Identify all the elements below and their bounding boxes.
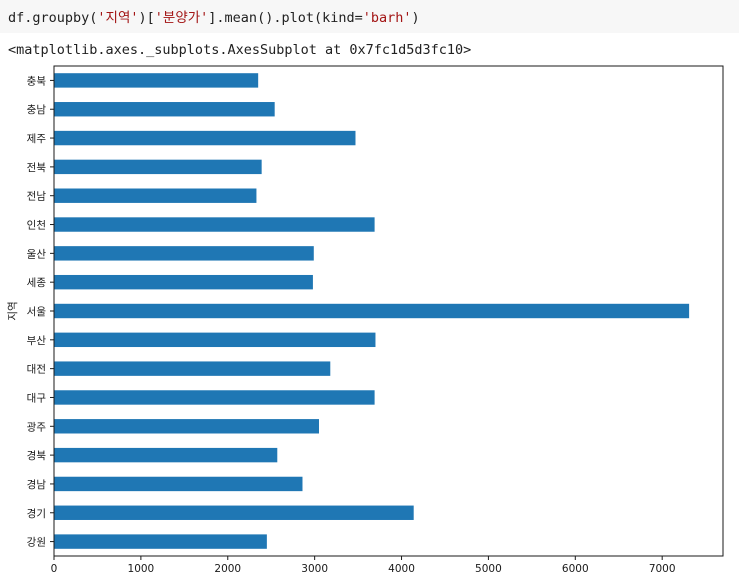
bar-14 — [54, 476, 303, 492]
axes-frame — [53, 65, 724, 557]
y-tick-label: 강원 — [27, 537, 46, 549]
x-tick-label: 5000 — [475, 563, 502, 575]
y-tick-label: 광주 — [27, 421, 47, 433]
bar-7 — [54, 274, 313, 290]
bar-13 — [54, 447, 278, 463]
y-tick-label: 전북 — [27, 162, 47, 174]
y-tick-label: 경북 — [27, 449, 47, 462]
y-tick-label: 충남 — [27, 104, 47, 116]
y-tick-label: 부산 — [27, 335, 47, 347]
y-tick-label: 울산 — [27, 248, 47, 260]
bar-9 — [54, 332, 376, 348]
code-text: ].mean().plot(kind= — [208, 10, 363, 26]
x-tick-label: 1000 — [128, 563, 155, 575]
y-tick-label: 충북 — [27, 75, 47, 87]
bar-15 — [54, 505, 414, 520]
code-line: df.groupby('지역')['분양가'].mean().plot(kind… — [8, 6, 420, 26]
code-string-price: '분양가' — [154, 10, 209, 26]
y-tick-label: 세종 — [27, 277, 47, 289]
y-tick-label: 제주 — [27, 133, 47, 145]
x-tick-label: 6000 — [562, 563, 589, 575]
x-tick-label: 0 — [51, 563, 58, 575]
bar-6 — [54, 246, 314, 261]
bar-1 — [54, 102, 275, 117]
bar-4 — [54, 188, 257, 203]
code-cell[interactable]: df.groupby('지역')['분양가'].mean().plot(kind… — [0, 0, 739, 33]
output-text: <matplotlib.axes._subplots.AxesSubplot a… — [8, 42, 472, 58]
bar-16 — [54, 534, 267, 549]
code-text: df.groupby( — [8, 10, 98, 26]
bar-0 — [54, 73, 259, 88]
bar-8 — [54, 303, 690, 319]
bar-3 — [54, 159, 262, 175]
x-tick-label: 4000 — [388, 563, 415, 575]
code-text: ) — [411, 10, 420, 26]
y-tick-label: 경남 — [27, 478, 47, 491]
y-tick-label: 대전 — [27, 364, 46, 376]
bar-5 — [54, 217, 375, 232]
x-tick-label: 3000 — [301, 563, 328, 575]
y-tick-label: 인천 — [27, 220, 46, 232]
x-tick-label: 2000 — [214, 563, 241, 575]
bar-2 — [54, 130, 356, 146]
bar-12 — [54, 419, 319, 434]
code-string-kind: 'barh' — [362, 10, 412, 26]
y-axis-label: 지역 — [7, 301, 19, 320]
y-tick-label: 경기 — [27, 507, 46, 520]
x-tick-label: 7000 — [649, 563, 676, 575]
code-text: )[ — [138, 10, 155, 26]
y-tick-label: 서울 — [27, 306, 47, 318]
y-tick-label: 전남 — [27, 191, 47, 203]
code-string-region: '지역' — [97, 10, 139, 26]
bar-10 — [54, 361, 331, 376]
y-tick-label: 대구 — [27, 392, 47, 404]
bar-11 — [54, 390, 375, 405]
